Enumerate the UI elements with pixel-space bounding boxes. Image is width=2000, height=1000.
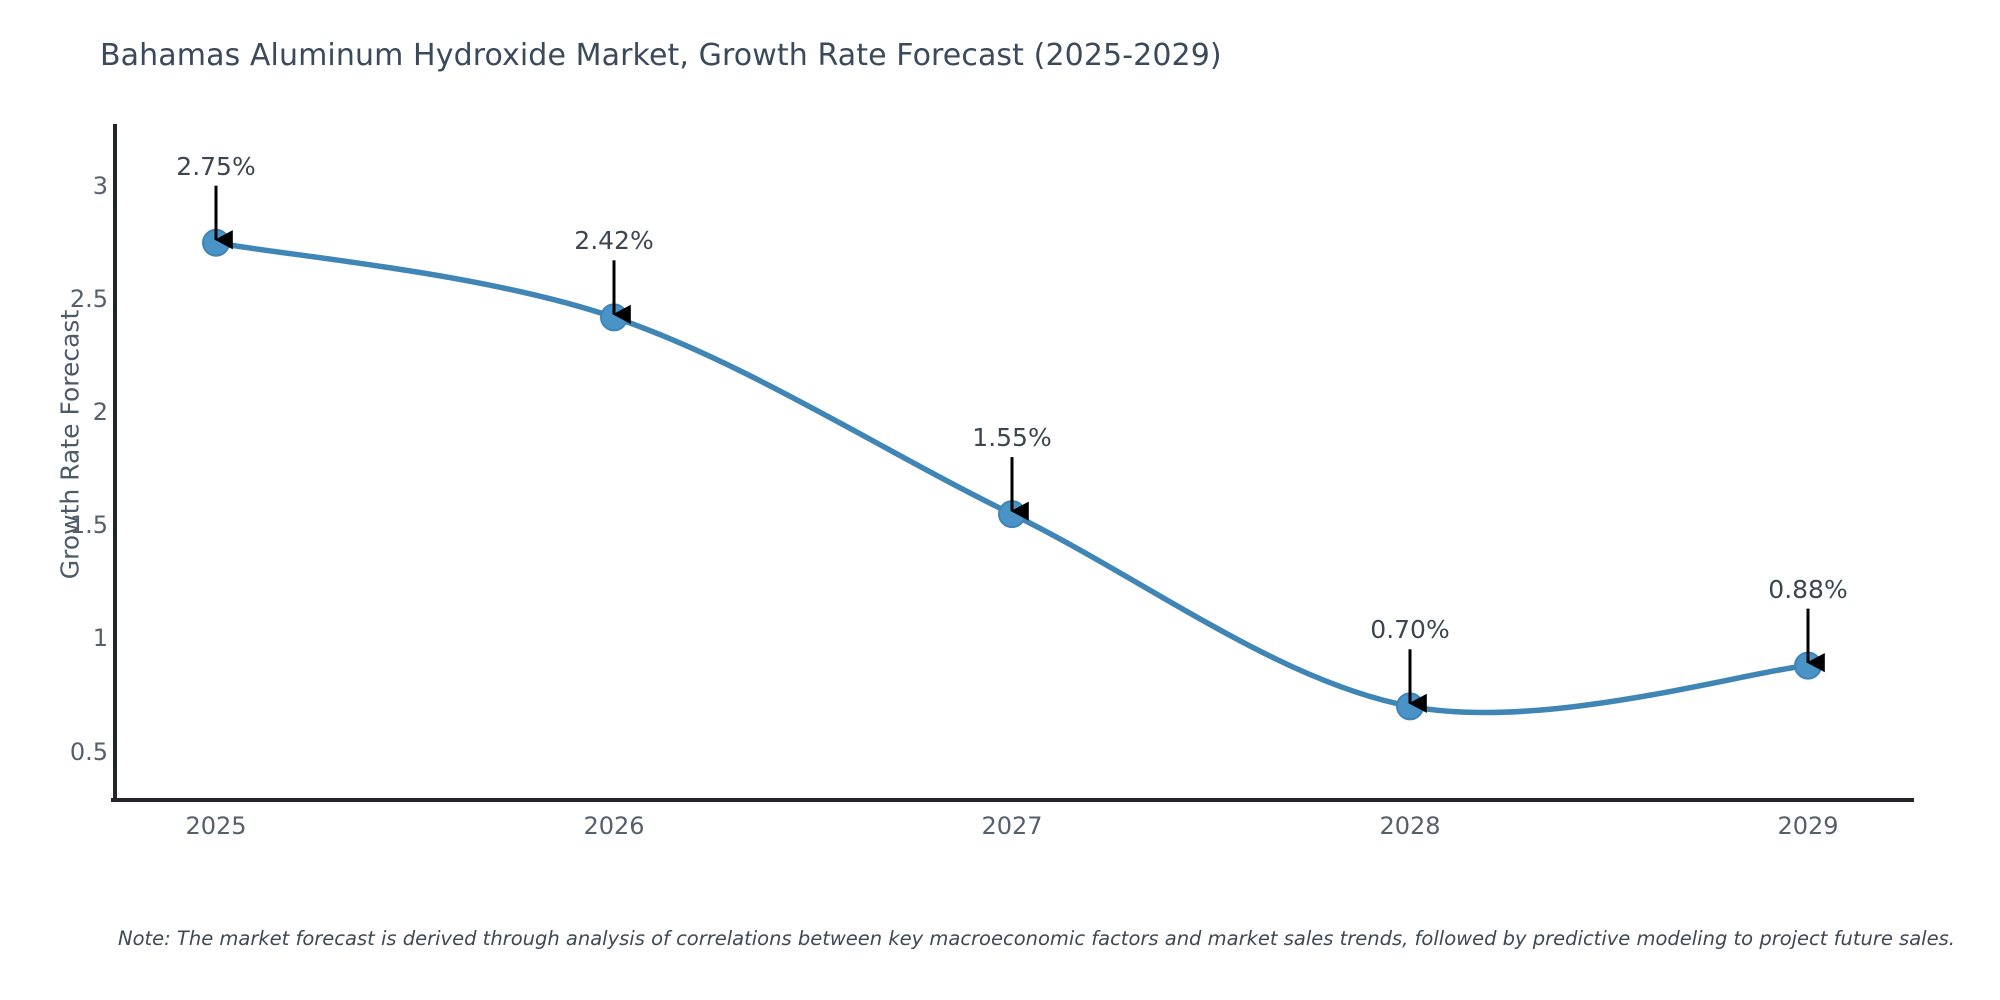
data-point-label: 2.42% — [574, 226, 654, 256]
y-axis-tick-label: 2 — [92, 398, 108, 427]
data-point-label: 1.55% — [972, 423, 1052, 453]
y-axis-tick-label: 1.5 — [69, 511, 108, 540]
x-axis-tick-label: 2027 — [981, 812, 1043, 840]
y-axis-tick-label: 0.5 — [69, 737, 108, 766]
axis-lines — [111, 124, 1914, 802]
data-point-label: 2.75% — [176, 151, 256, 181]
y-axis-tick-label: 1 — [92, 624, 108, 653]
x-axis-tick-label: 2028 — [1379, 812, 1441, 840]
data-point-label: 0.70% — [1370, 615, 1450, 645]
x-axis-tick-label: 2025 — [185, 812, 247, 840]
x-axis-tick-label: 2029 — [1777, 812, 1839, 840]
x-axis-tick-label: 2026 — [583, 812, 645, 840]
annotation-arrows — [214, 185, 1825, 713]
chart-title: Bahamas Aluminum Hydroxide Market, Growt… — [100, 38, 1222, 73]
footnote-note: Note: The market forecast is derived thr… — [118, 927, 1955, 950]
y-axis-tick-label: 2.5 — [69, 285, 108, 314]
y-axis-tick-label: 3 — [92, 172, 108, 201]
data-point-label: 0.88% — [1768, 574, 1848, 604]
